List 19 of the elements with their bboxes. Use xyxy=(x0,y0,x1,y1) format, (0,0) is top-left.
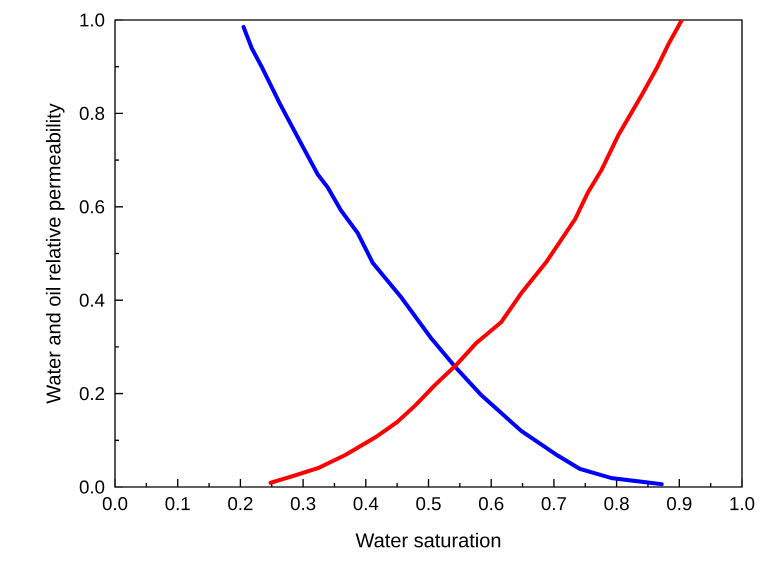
x-tick-label: 0.1 xyxy=(165,497,190,510)
y-axis-title: Water and oil relative permeability xyxy=(46,103,65,404)
y-tick-label: 0.6 xyxy=(80,200,104,214)
x-tick-label: 0.0 xyxy=(102,497,128,510)
x-tick-label: 0.4 xyxy=(354,497,378,510)
y-tick-label: 0.4 xyxy=(80,294,104,307)
y-tick-label: 0.0 xyxy=(80,480,104,494)
x-tick-label: 0.2 xyxy=(228,497,252,510)
y-tick-label: 1.0 xyxy=(80,13,104,27)
x-tick-label: 0.8 xyxy=(604,497,629,510)
x-axis-title: Water saturation xyxy=(356,532,500,548)
x-tick-label: 0.9 xyxy=(667,497,692,510)
x-tick-label: 1.0 xyxy=(730,497,754,510)
x-tick-label: 0.5 xyxy=(416,497,441,510)
x-tick-label: 0.3 xyxy=(290,497,316,510)
y-tick-label: 0.8 xyxy=(80,106,104,120)
x-tick-label: 0.7 xyxy=(542,497,566,510)
x-tick-label: 0.6 xyxy=(478,497,504,510)
y-tick-label: 0.2 xyxy=(80,386,104,400)
